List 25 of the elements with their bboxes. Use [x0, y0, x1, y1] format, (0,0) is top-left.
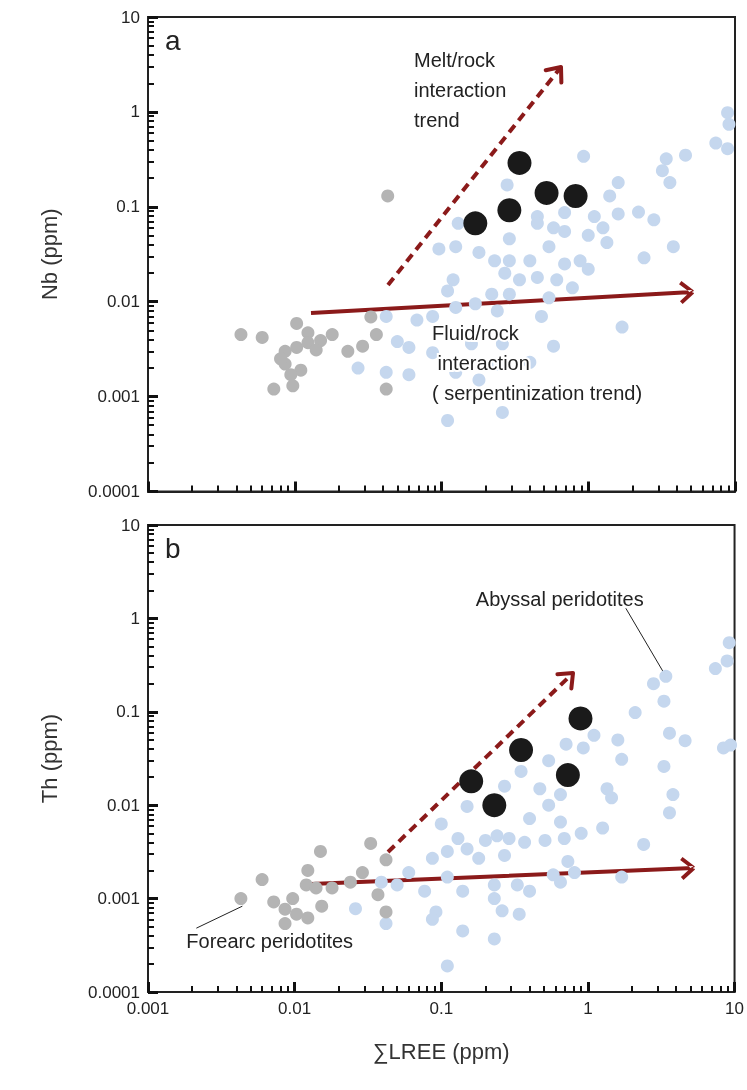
x-tick-label: 10	[725, 999, 745, 1018]
y-axis-title: Th (ppm)	[36, 713, 62, 804]
chart-title: b	[165, 532, 181, 564]
annotation: Melt/rock interaction trend	[414, 49, 507, 131]
y-tick-label: 0.001	[97, 889, 140, 909]
y-tick-label: 1	[130, 608, 140, 628]
x-axis-title: ∑LREE (ppm)	[372, 1038, 510, 1064]
y-tick-label: 10	[121, 7, 140, 27]
chart-title: a	[165, 24, 181, 56]
x-tick-label: 0.01	[278, 999, 312, 1018]
x-tick-label: 0.1	[429, 999, 454, 1018]
y-axis-title: Nb (ppm)	[36, 208, 62, 301]
y-tick-label: 1	[130, 102, 140, 122]
y-tick-label: 0.01	[106, 795, 140, 815]
y-tick-label: 0.1	[116, 702, 140, 722]
annotation: Forearc peridotites	[186, 930, 354, 953]
y-tick-label: 0.1	[116, 197, 140, 217]
annotation: Fluid/rock interaction ( serpentinization trend)	[432, 322, 643, 404]
annotation: Abyssal peridotites	[475, 588, 644, 611]
y-tick-label: 0.001	[97, 387, 140, 407]
y-tick-label: 0.01	[106, 292, 140, 312]
x-tick-label: 1	[583, 999, 593, 1018]
y-tick-label: 10	[121, 515, 140, 535]
y-tick-label: 0.0001	[88, 482, 140, 501]
y-tick-label: 0.0001	[88, 982, 140, 1002]
